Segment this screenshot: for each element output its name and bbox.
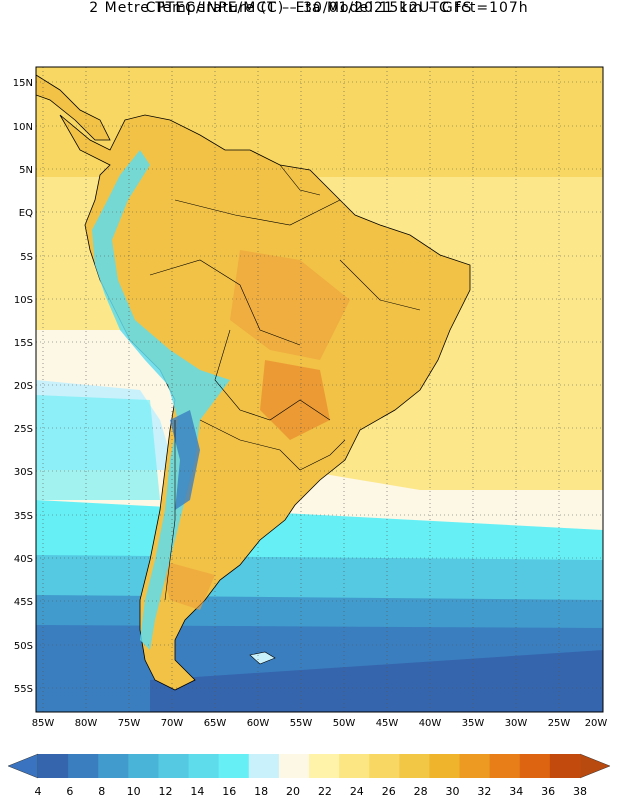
- latitude-labels: 15N 10N 5N EQ 5S 10S 15S 20S 25S 30S 35S…: [13, 78, 33, 695]
- title-line-2: 2 Metre Temperature (C) – 30/01/2021 12U…: [89, 0, 529, 16]
- colorbar-label: 20: [286, 785, 300, 798]
- hot-region-center: [230, 250, 350, 360]
- colorbar-label: 24: [350, 785, 364, 798]
- colorbar-label: 34: [509, 785, 523, 798]
- falkland-islands: [249, 651, 276, 665]
- colorbar-label: 26: [382, 785, 396, 798]
- lat-label: 5N: [19, 165, 33, 176]
- map-frame: [35, 66, 604, 713]
- lat-label: 5S: [20, 252, 33, 263]
- colorbar-cell: [158, 754, 190, 778]
- lon-label: 75W: [118, 718, 141, 729]
- lat-label: 55S: [14, 684, 33, 695]
- lat-label: 45S: [14, 597, 33, 608]
- colorbar-cell: [429, 754, 461, 778]
- lat-label: 30S: [14, 467, 33, 478]
- ocean-teal-band: [36, 555, 603, 600]
- colorbar-cell: [549, 754, 581, 778]
- map-field: [36, 67, 603, 712]
- lat-label: 20S: [14, 381, 33, 392]
- colorbar-cell: [188, 754, 220, 778]
- andes-cold-peaks: [170, 410, 200, 510]
- colorbar-label: 8: [98, 785, 105, 798]
- lon-label: 70W: [161, 718, 184, 729]
- lat-label: EQ: [19, 208, 33, 219]
- colorbar-cell: [68, 754, 99, 778]
- lat-label: 50S: [14, 641, 33, 652]
- colorbar-label: 22: [318, 785, 332, 798]
- colorbar-cell: [98, 754, 129, 778]
- colorbar-label: 16: [222, 785, 236, 798]
- colorbar-below-arrow: [7, 753, 39, 779]
- lon-label: 65W: [204, 718, 227, 729]
- colorbar-cell: [519, 754, 551, 778]
- colorbar-cell: [278, 754, 310, 778]
- lon-label: 45W: [376, 718, 399, 729]
- colorbar: 4 6 8 10 12 14 16 18 20 22 24 26 28 30 32 34 36 38: [7, 753, 611, 798]
- colorbar-cell: [459, 754, 491, 778]
- lat-label: 40S: [14, 554, 33, 565]
- colorbar-cell: [309, 754, 340, 778]
- lon-label: 80W: [75, 718, 98, 729]
- colorbar-cell: [38, 754, 69, 778]
- colorbar-cell: [399, 754, 430, 778]
- colorbar-label: 6: [66, 785, 73, 798]
- colorbar-cell: [369, 754, 400, 778]
- colorbar-cell: [489, 754, 521, 778]
- ocean-cyan-west: [36, 395, 160, 500]
- hot-region-patagonia: [160, 560, 215, 610]
- longitude-labels: 85W 80W 75W 70W 65W 60W 55W 50W 45W 40W …: [32, 718, 608, 729]
- colorbar-cell: [339, 754, 370, 778]
- colorbar-label: 38: [573, 785, 587, 798]
- colorbar-cell: [248, 754, 280, 778]
- andes-cool-band: [92, 150, 230, 650]
- lat-label: 25S: [14, 424, 33, 435]
- colorbar-above-arrow: [579, 753, 611, 779]
- colorbar-label: 18: [254, 785, 268, 798]
- colorbar-label: 14: [190, 785, 204, 798]
- lon-label: 85W: [32, 718, 55, 729]
- lon-label: 30W: [505, 718, 528, 729]
- hot-region-south: [260, 360, 330, 440]
- lat-label: 15S: [14, 338, 33, 349]
- lon-label: 25W: [548, 718, 571, 729]
- lon-label: 35W: [462, 718, 485, 729]
- lon-label: 60W: [247, 718, 270, 729]
- lat-label: 35S: [14, 511, 33, 522]
- colorbar-label: 4: [35, 785, 42, 798]
- lon-label: 55W: [290, 718, 313, 729]
- colorbar-label: 10: [127, 785, 141, 798]
- graticule: [36, 67, 603, 712]
- ocean-blue-band: [36, 595, 603, 630]
- colorbar-cell: [218, 754, 250, 778]
- colorbar-label: 30: [445, 785, 459, 798]
- country-borders: [149, 164, 421, 601]
- lat-label: 15N: [13, 78, 33, 89]
- lat-label: 10S: [14, 295, 33, 306]
- lon-label: 20W: [585, 718, 608, 729]
- colorbar-label: 28: [414, 785, 428, 798]
- lon-label: 50W: [333, 718, 356, 729]
- ocean-deepest-band: [150, 650, 603, 712]
- colorbar-cell: [128, 754, 159, 778]
- title-line-1: CPTEC/INPE/MCT – Eta Model 15km – GFS: [145, 0, 473, 16]
- lat-label: 10N: [13, 122, 33, 133]
- central-america: [36, 74, 111, 141]
- colorbar-label: 32: [477, 785, 491, 798]
- colorbar-label: 12: [159, 785, 173, 798]
- colorbar-label: 36: [541, 785, 555, 798]
- lon-label: 40W: [419, 718, 442, 729]
